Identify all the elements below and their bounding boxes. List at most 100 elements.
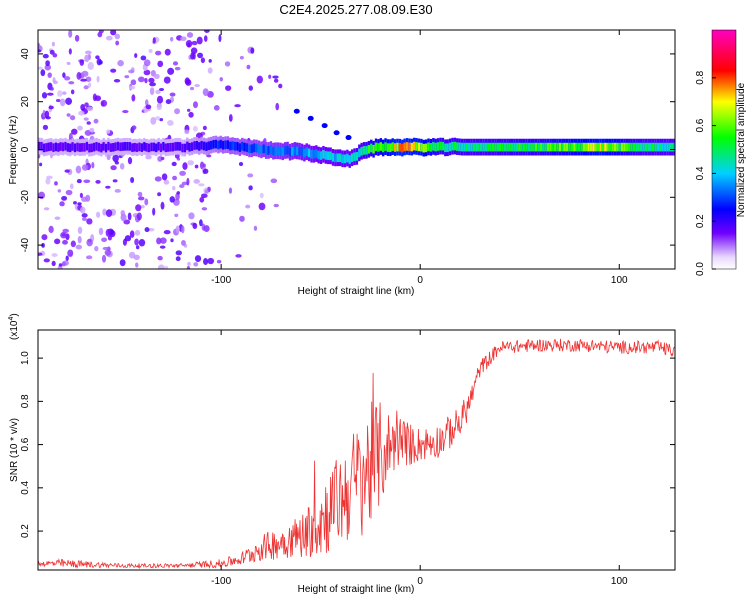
spectrogram-ridge-cell [104, 143, 108, 153]
spectrogram-ridge-cell [453, 141, 457, 151]
spectrogram-ridge-cell [73, 143, 77, 153]
spectrogram-ridge-cell [200, 140, 203, 150]
spectrogram-ridge-cell [331, 153, 335, 162]
spectrogram-ridge-cell [202, 141, 206, 151]
spectrogram-ridge-cell [257, 144, 261, 154]
spectrogram-ridge-cell [252, 143, 256, 153]
spectrogram-ridge-cell [300, 147, 304, 157]
spectrogram-ridge-cell [107, 141, 110, 151]
spectrogram-noise-blob [207, 257, 215, 265]
spectrogram-noise-blob [184, 77, 190, 85]
spectrogram-ridge-cell [537, 142, 540, 152]
spectrogram-ridge-cell [558, 142, 562, 152]
spectrogram-noise-blob [84, 102, 89, 107]
spectrogram-x-tick-label: -100 [211, 275, 231, 286]
spectrogram-branch-point [333, 130, 340, 136]
spectrogram-ridge-cell [604, 142, 607, 152]
spectrogram-ridge-cell [482, 142, 485, 152]
spectrogram-noise-blob [120, 213, 127, 222]
spectrogram-ridge-cell [57, 143, 60, 152]
spectrogram-noise-blob [105, 228, 111, 237]
spectrogram-noise-blob [156, 103, 162, 111]
colorbar-tick-label: 0.0 [695, 262, 706, 276]
spectrogram-noise-blob [64, 76, 71, 81]
spectrogram-noise-blob [187, 160, 194, 166]
spectrogram-noise-blob [87, 82, 92, 88]
spectrogram-noise-blob [156, 95, 164, 104]
spectrogram-ridge-cell [171, 142, 175, 152]
spectrogram-ridge-cell [386, 143, 390, 152]
spectrogram-noise-blob [43, 258, 50, 263]
spectrogram-ridge-cell [264, 146, 268, 155]
spectrogram-noise-blob [170, 238, 174, 243]
spectrogram-noise-blob [143, 59, 151, 67]
spectrogram-ridge-cell [637, 142, 640, 152]
spectrogram-ridge-cell [513, 142, 516, 152]
spectrogram-ridge-cell [150, 142, 153, 152]
spectrogram-noise-blob [39, 162, 43, 167]
spectrogram-noise-blob [86, 121, 91, 125]
spectrogram-ridge-cell [470, 142, 473, 152]
spectrogram-ridge-cell [362, 146, 366, 155]
spectrogram-ridge-cell [601, 142, 605, 152]
spectrogram-noise-blob [71, 128, 78, 135]
spectrogram-ridge-cell [162, 141, 165, 151]
spectrogram-noise-blob [101, 254, 107, 263]
spectrogram-noise-blob [273, 78, 279, 83]
spectrogram-noise-blob [159, 245, 166, 249]
spectrogram-ridge-cell [343, 154, 347, 164]
spectrogram-ridge-cell [193, 141, 196, 150]
spectrogram-noise-blob [85, 255, 93, 260]
spectrogram-noise-blob [202, 88, 209, 97]
spectrogram-noise-blob [41, 92, 48, 99]
spectrogram-noise-blob [79, 59, 85, 66]
spectrogram-ridge-cell [393, 143, 397, 152]
spectrogram-ridge-cell [592, 142, 595, 152]
spectrogram-noise-blob [61, 261, 66, 267]
spectrogram-noise-blob [135, 262, 139, 268]
spectrogram-noise-blob [174, 108, 181, 115]
spectrogram-ridge-cell [458, 142, 461, 152]
spectrogram-noise-blob [54, 181, 58, 186]
spectrogram-noise-blob [187, 261, 191, 266]
spectrogram-noise-blob [77, 202, 82, 206]
spectrogram-noise-blob [148, 227, 155, 232]
spectrogram-ridge-cell [563, 142, 566, 152]
spectrogram-ridge-cell [632, 142, 636, 152]
spectrogram-noise-blob [128, 69, 135, 74]
spectrogram-noise-blob [75, 244, 83, 250]
spectrogram-noise-blob [66, 113, 71, 117]
snr-y-tick-label: 1.0 [20, 351, 31, 365]
colorbar-tick-label: 0.4 [695, 166, 706, 180]
spectrogram-noise-blob [181, 239, 186, 246]
spectrogram-ridge-cell [503, 142, 507, 152]
spectrogram-noise-blob [278, 83, 283, 89]
spectrogram-noise-blob [55, 99, 61, 103]
snr-x-tick-label: -100 [211, 576, 231, 587]
spectrogram-noise-blob [80, 78, 88, 82]
spectrogram-noise-blob [228, 187, 233, 194]
spectrogram-noise-blob [81, 217, 87, 222]
spectrogram-ridge-cell [42, 143, 46, 153]
spectrogram-ridge-cell [250, 144, 253, 153]
spectrogram-noise-blob [70, 240, 76, 248]
spectrogram-noise-blob [62, 239, 68, 245]
spectrogram-ridge-cell [432, 142, 435, 151]
spectrogram-ridge-cell [577, 142, 581, 152]
spectrogram-noise-blob [272, 75, 279, 79]
spectrogram-noise-blob [213, 105, 220, 111]
spectrogram-noise-blob [81, 70, 89, 77]
spectrogram-ridge-cell [389, 143, 392, 152]
spectrogram-noise-blob [41, 242, 45, 248]
spectrogram-noise-blob [161, 173, 168, 181]
snr-multiplier-base: (x10 [9, 320, 20, 340]
spectrogram-ridge-cell [315, 149, 318, 158]
spectrogram-noise-blob [194, 164, 199, 169]
spectrogram-axes: -100 0 100 -40 -20 0 20 40 [20, 30, 675, 286]
spectrogram-noise-blob [96, 211, 101, 218]
spectrogram-noise-blob [190, 52, 195, 60]
spectrogram-noise-blob [141, 204, 145, 209]
spectrogram-noise-blob [273, 203, 279, 208]
spectrogram-ridge-cell [59, 142, 62, 151]
